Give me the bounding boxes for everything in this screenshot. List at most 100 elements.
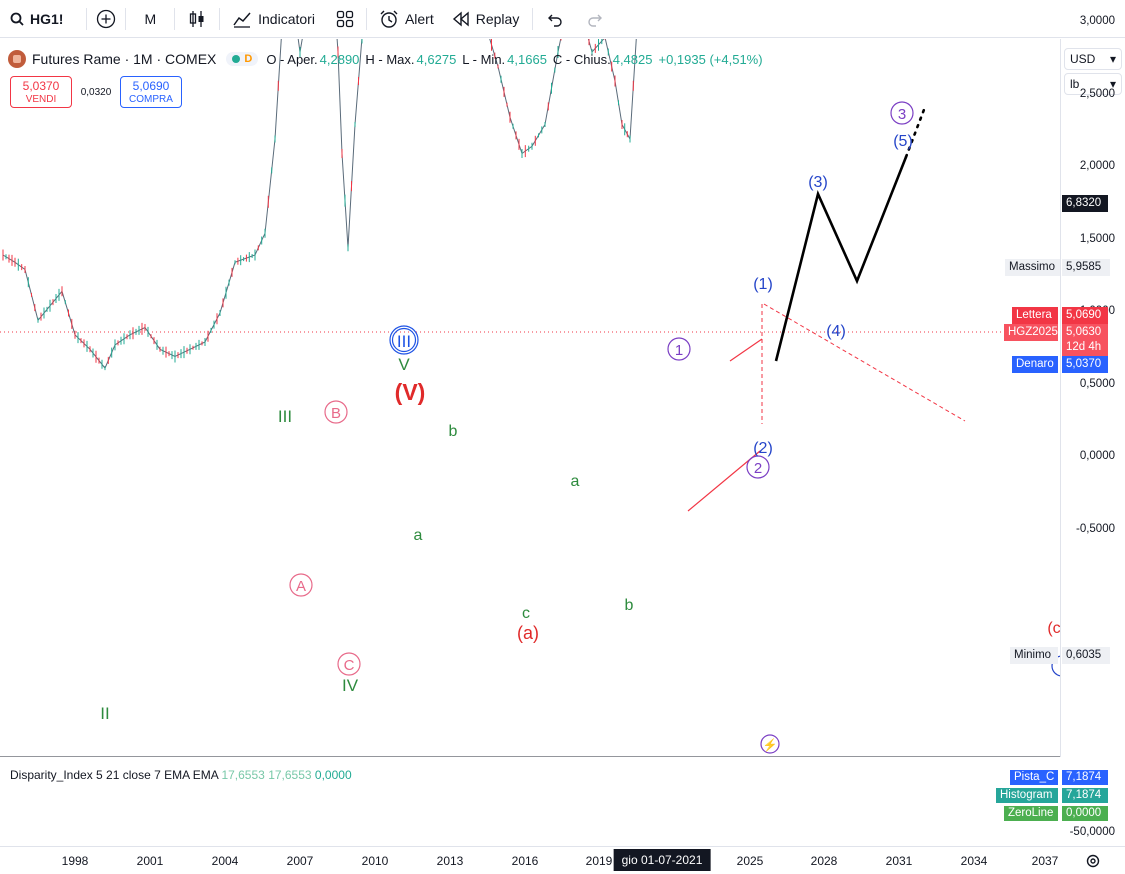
redo-icon	[587, 10, 605, 28]
alarm-clock-icon	[379, 9, 399, 29]
plus-circle-icon	[96, 9, 116, 29]
bid-tag-value: 5,0370	[1062, 356, 1108, 373]
wave-label-a-2: a	[571, 473, 580, 490]
price-axis[interactable]	[1060, 39, 1125, 757]
wave-circle-C	[337, 652, 361, 676]
indicator-name: Disparity_Index 5 21 close 7 EMA EMA	[10, 768, 219, 782]
market-status[interactable]: D	[226, 52, 259, 66]
wave-label-III-circled: III	[397, 332, 411, 351]
undo-button[interactable]	[533, 0, 575, 38]
lightning-icon: ⚡	[763, 738, 778, 752]
templates-button[interactable]	[324, 0, 366, 38]
ind-tick: -50,0000	[1069, 826, 1115, 838]
delayed-badge: D	[244, 53, 253, 65]
high-tag-label: Massimo	[1005, 259, 1060, 276]
forecast-dotted	[904, 105, 927, 159]
close-value: 4,4825	[612, 51, 653, 67]
top-toolbar: HG1! M Indicatori	[0, 0, 1125, 38]
ask-tag-label: Lettera	[1012, 307, 1058, 324]
time-tick: 2031	[885, 854, 913, 868]
price-tick: -0,5000	[1075, 522, 1115, 535]
compare-button[interactable]	[87, 0, 125, 38]
unit-value: lb	[1070, 77, 1080, 91]
wave-label-a-paren: (a)	[517, 623, 539, 643]
wave-label-C: C	[344, 657, 355, 674]
wedge-upper-line	[729, 338, 763, 362]
wedge-lower-line	[687, 450, 761, 512]
symbol-name: HG1!	[30, 10, 64, 27]
alert-label: Alert	[404, 10, 434, 27]
time-tick: 2001	[136, 854, 164, 868]
bid-tag-label: Denaro	[1012, 356, 1058, 373]
sell-button[interactable]: 5,0370 VENDI	[10, 76, 72, 108]
spread-value: 0,0320	[80, 86, 112, 98]
wave-label-3: 3	[898, 106, 906, 123]
indicators-button[interactable]: Indicatori	[220, 0, 324, 38]
ind-tag-histogram-value: 7,1874	[1062, 788, 1108, 803]
search-icon	[10, 12, 24, 26]
chart-type-button[interactable]	[175, 0, 219, 38]
symbol-search[interactable]: HG1!	[0, 0, 72, 38]
currency-select[interactable]: USD ▾	[1064, 48, 1122, 70]
time-axis[interactable]: 1998 2001 2004 2007 2010 2013 2016 2019 …	[0, 846, 1125, 874]
chart-pane[interactable]: 2,236 (8,6890)1,854 (7,9440)1,618 (7,484…	[0, 39, 1060, 757]
candles-icon	[187, 9, 207, 29]
event-marker-circle	[760, 734, 780, 754]
chart-legend: Futures Rame · 1M · COMEX D O - Aper. 4,…	[8, 50, 769, 68]
wave-label-A: A	[296, 578, 306, 595]
wave-label-p4: (4)	[826, 323, 846, 340]
undo-icon	[545, 10, 563, 28]
price-tick: 0,0000	[1079, 450, 1115, 462]
sell-label: VENDI	[25, 94, 57, 105]
open-key: O - Aper.	[266, 51, 318, 67]
forecast-path	[774, 156, 908, 362]
low-key: L - Min.	[462, 51, 506, 67]
ind-tag-pista-value: 7,1874	[1062, 770, 1108, 785]
time-tick: 2007	[286, 854, 314, 868]
low-tag-label: Minimo	[1010, 647, 1058, 664]
contract-tag-label: HGZ2025	[1004, 324, 1058, 341]
copper-logo-icon	[8, 50, 26, 68]
high-tag-value: 5,9585	[1062, 259, 1110, 276]
indicator-legend[interactable]: Disparity_Index 5 21 close 7 EMA EMA 17,…	[10, 768, 352, 782]
low-tag-value: 0,6035	[1062, 647, 1110, 664]
ind-tag-zeroline-label: ZeroLine	[1004, 806, 1058, 821]
status-dot-icon	[232, 55, 241, 63]
wave-label-p3: (3)	[808, 174, 828, 191]
indicator-value-3: 0,0000	[314, 768, 352, 782]
interval-button[interactable]: M	[126, 0, 174, 38]
wave-label-1: 1	[675, 342, 683, 359]
replay-button[interactable]: Replay	[443, 0, 529, 38]
ind-tag-pista-label: Pista_C	[1010, 770, 1058, 785]
wave-label-II: II	[100, 704, 109, 723]
legend-title: Futures Rame · 1M · COMEX	[32, 51, 217, 67]
grid-icon	[336, 10, 354, 28]
indicators-icon	[232, 9, 252, 29]
main-chart-svg[interactable]: 2,236 (8,6890)1,854 (7,9440)1,618 (7,484…	[0, 39, 1060, 757]
open-value: 4,2890	[319, 51, 360, 67]
interval-label: M	[144, 10, 157, 27]
time-tick: 2037	[1031, 854, 1059, 868]
time-tick: 2019	[585, 854, 613, 868]
time-tick: 1998	[61, 854, 89, 868]
buy-button[interactable]: 5,0690 COMPRA	[120, 76, 182, 108]
settings-gear-icon[interactable]	[1085, 853, 1101, 874]
wave-label-2: 2	[754, 460, 762, 477]
price-tick: 3,0000	[1079, 15, 1115, 27]
wave-label-p1: (1)	[753, 276, 773, 293]
wave-label-III: III	[278, 407, 292, 426]
ind-tag-histogram-label: Histogram	[996, 788, 1058, 803]
unit-select[interactable]: lb ▾	[1064, 73, 1122, 95]
chevron-down-icon: ▾	[1109, 77, 1116, 91]
alert-button[interactable]: Alert	[367, 0, 443, 38]
indicators-label: Indicatori	[258, 10, 315, 27]
time-tick: 2028	[810, 854, 838, 868]
rewind-icon	[452, 10, 470, 28]
time-tick: 2016	[511, 854, 539, 868]
buy-price: 5,0690	[132, 79, 170, 93]
redo-button[interactable]	[575, 0, 617, 38]
ask-tag-value: 5,0690	[1062, 307, 1108, 324]
time-tick: 2034	[960, 854, 988, 868]
last-price-tag: 6,8320	[1062, 195, 1108, 212]
indicator-value-1: 17,6553	[221, 768, 265, 782]
